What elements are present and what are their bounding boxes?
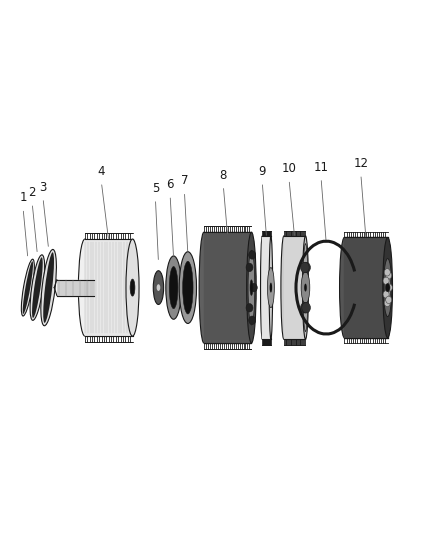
Ellipse shape bbox=[339, 238, 349, 338]
Ellipse shape bbox=[248, 250, 255, 325]
Ellipse shape bbox=[281, 236, 287, 340]
Ellipse shape bbox=[41, 249, 57, 326]
Ellipse shape bbox=[130, 279, 135, 296]
Ellipse shape bbox=[199, 232, 208, 343]
Polygon shape bbox=[204, 232, 251, 343]
Ellipse shape bbox=[21, 259, 34, 316]
Ellipse shape bbox=[23, 261, 33, 314]
Ellipse shape bbox=[126, 239, 139, 336]
Ellipse shape bbox=[384, 259, 392, 317]
Ellipse shape bbox=[183, 261, 193, 314]
Ellipse shape bbox=[301, 272, 310, 303]
Text: 6: 6 bbox=[166, 178, 174, 191]
Ellipse shape bbox=[261, 236, 264, 340]
Ellipse shape bbox=[30, 255, 45, 320]
Text: 2: 2 bbox=[28, 186, 36, 199]
Circle shape bbox=[249, 251, 256, 259]
Ellipse shape bbox=[303, 236, 308, 340]
Circle shape bbox=[383, 290, 389, 298]
Ellipse shape bbox=[269, 236, 272, 340]
Text: 5: 5 bbox=[152, 182, 159, 195]
Ellipse shape bbox=[32, 257, 42, 318]
Text: 12: 12 bbox=[353, 157, 368, 170]
Ellipse shape bbox=[157, 284, 160, 291]
Circle shape bbox=[384, 299, 390, 306]
Circle shape bbox=[300, 262, 309, 273]
Polygon shape bbox=[262, 236, 271, 340]
Text: 11: 11 bbox=[314, 160, 328, 174]
Circle shape bbox=[386, 296, 392, 303]
Polygon shape bbox=[57, 280, 94, 295]
Polygon shape bbox=[85, 239, 133, 336]
Ellipse shape bbox=[153, 271, 164, 304]
Circle shape bbox=[251, 284, 257, 292]
Circle shape bbox=[249, 316, 256, 325]
Ellipse shape bbox=[78, 239, 92, 336]
Text: 1: 1 bbox=[19, 191, 27, 204]
Ellipse shape bbox=[250, 280, 253, 295]
Text: 9: 9 bbox=[258, 165, 266, 178]
Polygon shape bbox=[284, 236, 305, 340]
Ellipse shape bbox=[383, 238, 392, 338]
Circle shape bbox=[386, 284, 392, 292]
Text: 4: 4 bbox=[98, 165, 105, 178]
Ellipse shape bbox=[169, 266, 178, 309]
Ellipse shape bbox=[43, 252, 54, 323]
Circle shape bbox=[246, 304, 253, 312]
Text: 8: 8 bbox=[219, 168, 227, 182]
Ellipse shape bbox=[270, 282, 272, 293]
Ellipse shape bbox=[385, 275, 391, 301]
Ellipse shape bbox=[166, 256, 181, 319]
Text: 7: 7 bbox=[180, 174, 188, 188]
Circle shape bbox=[246, 263, 253, 272]
Ellipse shape bbox=[304, 284, 307, 292]
Ellipse shape bbox=[385, 284, 390, 292]
Circle shape bbox=[302, 302, 311, 313]
Circle shape bbox=[300, 302, 309, 313]
Ellipse shape bbox=[303, 244, 308, 332]
Circle shape bbox=[384, 269, 390, 276]
Ellipse shape bbox=[247, 232, 256, 343]
Polygon shape bbox=[344, 238, 388, 338]
Ellipse shape bbox=[179, 252, 197, 324]
Ellipse shape bbox=[268, 268, 274, 308]
Text: 10: 10 bbox=[282, 162, 297, 175]
Circle shape bbox=[383, 277, 389, 285]
Circle shape bbox=[302, 262, 311, 273]
Text: 3: 3 bbox=[39, 181, 47, 193]
Circle shape bbox=[386, 272, 392, 279]
